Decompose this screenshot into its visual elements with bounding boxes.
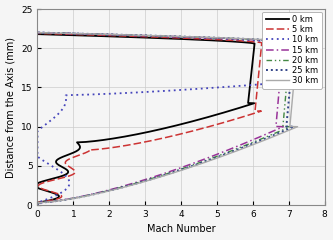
15 km [276,99,280,102]
0 km [246,100,250,103]
0 km [251,56,255,59]
15 km [36,31,40,34]
30 km [293,73,297,76]
10 km [56,193,60,196]
10 km [64,99,68,102]
20 km [287,55,291,58]
10 km [36,31,40,34]
5 km [254,94,258,97]
30 km [290,103,294,106]
0 km [55,193,59,196]
0 km [247,95,251,98]
15 km [36,204,40,206]
15 km [89,193,93,196]
25 km [286,103,290,106]
5 km [258,56,262,59]
5 km [254,104,258,107]
20 km [283,103,287,106]
10 km [263,73,267,76]
Y-axis label: Distance from the Axis (mm): Distance from the Axis (mm) [6,36,16,178]
20 km [36,31,40,34]
5 km [36,32,40,35]
15 km [277,94,281,97]
20 km [283,99,287,102]
25 km [289,73,293,76]
25 km [91,193,95,196]
0 km [36,204,40,206]
Line: 20 km: 20 km [38,33,290,205]
Line: 5 km: 5 km [38,33,262,205]
X-axis label: Mach Number: Mach Number [147,224,215,234]
30 km [36,31,40,34]
5 km [58,193,62,196]
30 km [291,94,295,97]
15 km [276,103,280,106]
30 km [290,99,294,102]
Line: 15 km: 15 km [38,33,283,205]
0 km [36,33,40,36]
20 km [90,193,94,196]
Legend: 0 km, 5 km, 10 km, 15 km, 20 km, 25 km, 30 km: 0 km, 5 km, 10 km, 15 km, 20 km, 25 km, … [262,12,322,89]
25 km [36,31,40,34]
30 km [92,193,96,196]
10 km [63,103,67,106]
10 km [66,94,70,97]
Line: 30 km: 30 km [38,33,298,205]
25 km [291,55,295,58]
25 km [287,99,291,102]
5 km [257,73,261,76]
Line: 0 km: 0 km [38,34,255,205]
0 km [249,74,253,77]
10 km [266,55,270,58]
20 km [36,204,40,206]
30 km [36,204,40,206]
5 km [254,99,258,102]
5 km [36,204,40,206]
20 km [286,73,290,76]
20 km [284,94,288,97]
30 km [294,55,298,58]
10 km [36,204,40,206]
15 km [278,73,282,76]
Line: 10 km: 10 km [38,33,271,205]
Line: 25 km: 25 km [38,33,294,205]
25 km [36,204,40,206]
15 km [280,55,284,58]
0 km [244,104,248,107]
25 km [287,94,291,97]
